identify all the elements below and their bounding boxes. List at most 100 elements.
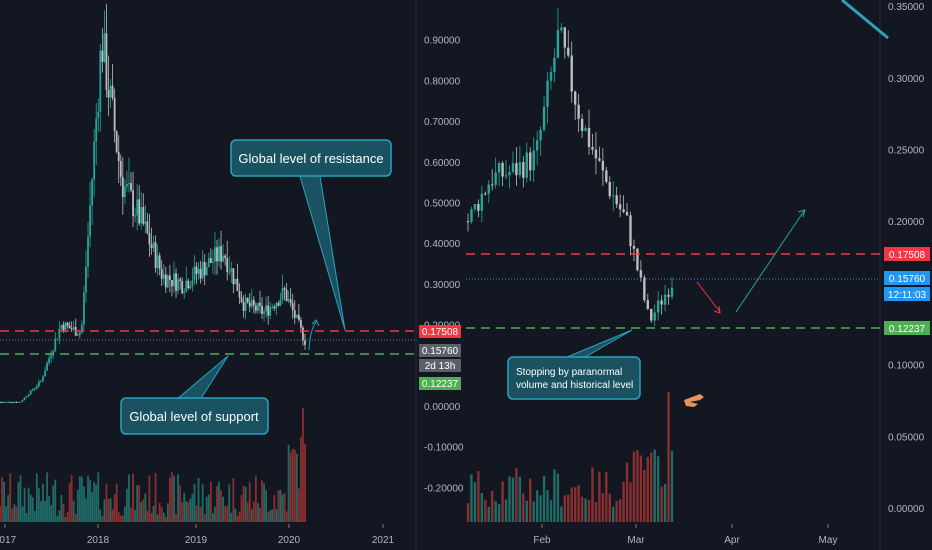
daily-volume-bar: [591, 467, 594, 522]
right-x-tick-label: Feb: [533, 535, 551, 546]
daily-candle: [570, 41, 573, 103]
weekly-volume-bar: [250, 509, 253, 522]
weekly-volume-bar: [138, 485, 141, 522]
weekly-volume-bar: [291, 448, 294, 522]
weekly-volume-bar: [21, 506, 24, 522]
weekly-volume-bar: [177, 474, 179, 522]
weekly-volume-bar: [11, 508, 14, 522]
weekly-candle: [197, 261, 200, 280]
weekly-volume-bar: [50, 505, 53, 522]
weekly-volume-bar: [111, 509, 114, 522]
daily-candle: [522, 156, 525, 188]
stop-callout-text-line2: volume and historical level: [516, 380, 633, 391]
daily-candle: [484, 191, 487, 196]
daily-volume-bar: [615, 501, 618, 522]
weekly-candle: [44, 366, 46, 377]
weekly-candle: [23, 397, 26, 401]
right-y-tick-label: 0.30000: [888, 74, 925, 85]
weekly-candle: [66, 321, 69, 329]
weekly-volume-bar: [156, 514, 159, 522]
daily-candle: [553, 48, 556, 83]
left-time-axis: 2017 2018 2019 2020 2021: [0, 524, 395, 546]
weekly-candle: [164, 266, 167, 293]
weekly-volume-bar: [287, 444, 290, 522]
weekly-candle: [42, 375, 44, 383]
left-resistance-tag: 0.17508: [419, 325, 461, 338]
weekly-volume-bar: [224, 506, 227, 522]
left-y-tick-label: 0.50000: [424, 199, 461, 210]
daily-candle: [646, 293, 649, 311]
weekly-volume-bar: [46, 472, 48, 522]
weekly-volume-bar: [128, 474, 130, 522]
daily-candle: [487, 180, 490, 203]
weekly-candle: [21, 399, 24, 403]
weekly-volume-bar: [295, 453, 298, 522]
daily-candle: [497, 161, 501, 187]
daily-volume-bar: [570, 487, 573, 522]
weekly-volume-bar: [105, 483, 108, 522]
weekly-volume-bar: [179, 485, 182, 522]
right-price-tag: 0.15760: [884, 271, 930, 285]
left-y-tick-label: 0.90000: [424, 36, 461, 47]
weekly-volume-bar: [191, 493, 194, 522]
weekly-candle: [250, 288, 253, 309]
daily-candle: [542, 96, 546, 132]
daily-volume-bar: [584, 498, 587, 522]
weekly-candle: [85, 250, 87, 303]
daily-volume-bar: [594, 502, 598, 522]
weekly-candle: [211, 249, 214, 274]
resistance-callout: Global level of resistance: [230, 139, 392, 331]
weekly-candle: [3, 401, 5, 403]
weekly-volume-bar: [115, 483, 118, 522]
daily-candle: [643, 274, 646, 303]
daily-volume-bar: [622, 481, 625, 522]
weekly-candle: [218, 238, 220, 267]
left-up-arrow: [308, 319, 320, 351]
weekly-volume-bar: [123, 506, 126, 522]
weekly-volume-bar: [37, 488, 40, 522]
weekly-volume-bar: [267, 511, 270, 522]
weekly-candle: [289, 288, 292, 307]
daily-volume-bar: [546, 490, 549, 522]
weekly-candle: [271, 303, 274, 310]
weekly-volume-bar: [76, 489, 79, 522]
daily-volume-bar: [522, 493, 525, 522]
weekly-volume-bar: [83, 486, 85, 522]
daily-volume-bar: [625, 462, 629, 522]
left-support-tag-text: 0.12237: [422, 379, 459, 390]
weekly-candle: [109, 78, 112, 109]
weekly-candle: [214, 232, 216, 276]
weekly-candle: [29, 389, 32, 396]
left-x-tick-label: 2019: [185, 535, 208, 546]
weekly-candle: [246, 297, 249, 304]
daily-volume-bar: [515, 468, 518, 522]
weekly-volume-bar: [58, 510, 61, 522]
weekly-volume-bar: [62, 503, 65, 522]
weekly-candle: [46, 360, 48, 372]
daily-volume-bar: [494, 501, 497, 522]
weekly-candle: [175, 268, 177, 298]
weekly-volume-bar: [74, 513, 77, 522]
weekly-candle: [7, 401, 10, 403]
daily-candle: [504, 159, 508, 180]
weekly-volume-bar: [52, 485, 55, 522]
daily-candle: [480, 185, 484, 223]
daily-volume-bar: [563, 495, 567, 522]
weekly-candle: [228, 256, 231, 276]
weekly-candle: [72, 320, 75, 332]
weekly-candle: [70, 321, 73, 333]
weekly-volume-bar: [64, 516, 67, 522]
daily-volume-bar: [511, 477, 515, 522]
weekly-volume-bar: [205, 496, 208, 522]
weekly-volume-bar: [17, 482, 20, 522]
daily-candle: [639, 260, 643, 282]
daily-volume-bar: [480, 492, 484, 522]
weekly-candle: [25, 395, 28, 398]
weekly-volume-bar: [228, 484, 231, 522]
weekly-volume-bar: [60, 495, 63, 522]
left-y-tick-label: 0.80000: [424, 76, 461, 87]
right-trendline-fragment: [841, 0, 889, 40]
daily-candle: [549, 66, 553, 91]
weekly-volume-bar: [121, 515, 124, 522]
